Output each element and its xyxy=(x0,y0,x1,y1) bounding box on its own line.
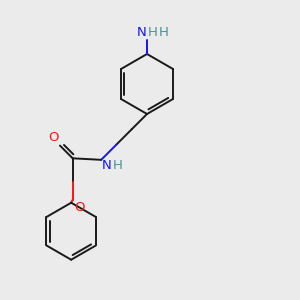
Text: N: N xyxy=(137,26,146,39)
Text: H: H xyxy=(113,159,123,172)
Text: O: O xyxy=(74,201,84,214)
Text: O: O xyxy=(49,131,59,144)
Text: N: N xyxy=(102,159,112,172)
Text: H: H xyxy=(148,26,158,39)
Text: H: H xyxy=(159,26,169,39)
